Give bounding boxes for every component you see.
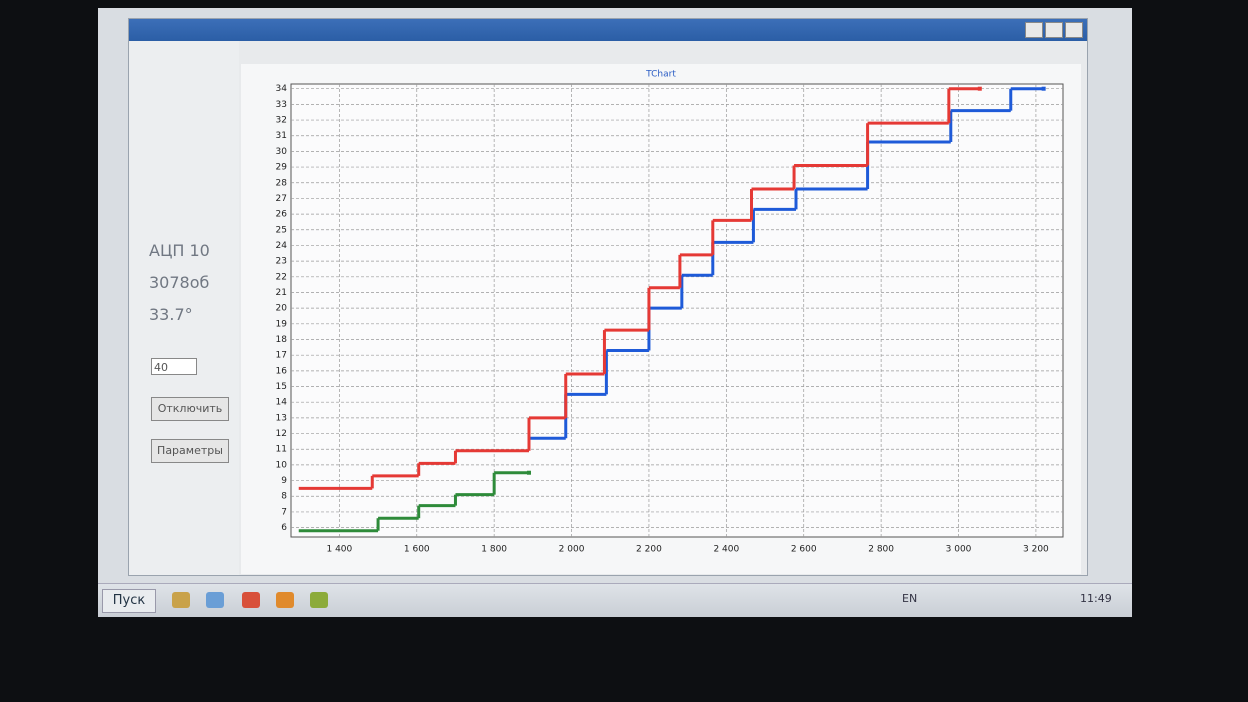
y-tick-label: 17 — [276, 351, 287, 361]
y-tick-label: 6 — [281, 523, 287, 533]
x-tick-label: 1 800 — [481, 545, 507, 555]
y-tick-label: 28 — [276, 178, 288, 188]
minimize-button[interactable] — [1025, 22, 1043, 38]
x-tick-label: 1 400 — [326, 545, 352, 555]
app-icon[interactable] — [310, 592, 328, 608]
y-tick-label: 32 — [276, 116, 287, 126]
disconnect-button[interactable]: Отключить — [151, 397, 229, 421]
x-tick-label: 2 400 — [713, 545, 739, 555]
y-tick-label: 31 — [276, 131, 287, 141]
end-point — [977, 86, 982, 91]
x-tick-label: 1 600 — [404, 545, 430, 555]
y-tick-label: 15 — [276, 382, 287, 392]
combo-box[interactable]: 40 — [151, 358, 197, 375]
taskbar: Пуск EN 11:49 — [98, 583, 1132, 617]
x-tick-label: 2 000 — [559, 545, 585, 555]
left-panel: АЦП 10 3078об 33.7° 40 Отключить Парамет… — [129, 41, 239, 575]
y-tick-label: 11 — [276, 445, 287, 455]
y-tick-label: 26 — [276, 210, 288, 220]
y-tick-label: 27 — [276, 194, 287, 204]
app-icon[interactable] — [276, 592, 294, 608]
app-icon[interactable] — [206, 592, 224, 608]
y-tick-label: 23 — [276, 257, 287, 267]
start-button[interactable]: Пуск — [102, 589, 156, 613]
y-tick-label: 29 — [276, 163, 288, 173]
temp-label: 33.7° — [149, 305, 193, 324]
chart-panel: TChart 6 7 8 9 10 11 12 13 14 15 16 17 18 19 20 21 22 23 2… — [241, 64, 1081, 574]
y-tick-label: 34 — [276, 84, 288, 94]
y-tick-label: 22 — [276, 272, 287, 282]
rpm-label: 3078об — [149, 273, 210, 292]
y-tick-label: 16 — [276, 366, 288, 376]
chart-title: TChart — [645, 70, 676, 80]
x-tick-label: 3 200 — [1023, 545, 1049, 555]
x-tick-label: 2 800 — [868, 545, 894, 555]
y-tick-label: 7 — [281, 507, 287, 517]
clock: 11:49 — [1080, 592, 1112, 605]
x-tick-label: 2 600 — [791, 545, 817, 555]
x-tick-label: 2 200 — [636, 545, 662, 555]
y-tick-label: 33 — [276, 100, 287, 110]
title-bar — [129, 19, 1087, 41]
y-tick-label: 19 — [276, 319, 288, 329]
y-tick-label: 30 — [276, 147, 288, 157]
y-tick-label: 25 — [276, 225, 287, 235]
y-tick-label: 8 — [281, 492, 287, 502]
chart: TChart 6 7 8 9 10 11 12 13 14 15 16 17 18 19 20 21 22 23 2… — [276, 70, 1064, 555]
x-tick-label: 3 000 — [946, 545, 972, 555]
plot-area — [290, 83, 1064, 538]
maximize-button[interactable] — [1045, 22, 1063, 38]
y-tick-label: 9 — [281, 476, 287, 486]
y-tick-label: 18 — [276, 335, 288, 345]
close-button[interactable] — [1065, 22, 1083, 38]
window: АЦП 10 3078об 33.7° 40 Отключить Парамет… — [128, 18, 1088, 576]
adc-label: АЦП 10 — [149, 241, 210, 260]
y-tick-label: 12 — [276, 429, 287, 439]
y-tick-label: 14 — [276, 398, 288, 408]
y-tick-label: 13 — [276, 413, 287, 423]
screen: АЦП 10 3078об 33.7° 40 Отключить Парамет… — [98, 8, 1132, 617]
y-tick-label: 24 — [276, 241, 288, 251]
y-tick-label: 10 — [276, 460, 288, 470]
settings-button[interactable]: Параметры — [151, 439, 229, 463]
y-tick-label: 21 — [276, 288, 287, 298]
language[interactable]: EN — [902, 592, 918, 605]
app-icon[interactable] — [242, 592, 260, 608]
y-tick-label: 20 — [276, 304, 288, 314]
app-icon[interactable] — [172, 592, 190, 608]
end-point — [1041, 86, 1046, 91]
end-point — [526, 470, 531, 475]
